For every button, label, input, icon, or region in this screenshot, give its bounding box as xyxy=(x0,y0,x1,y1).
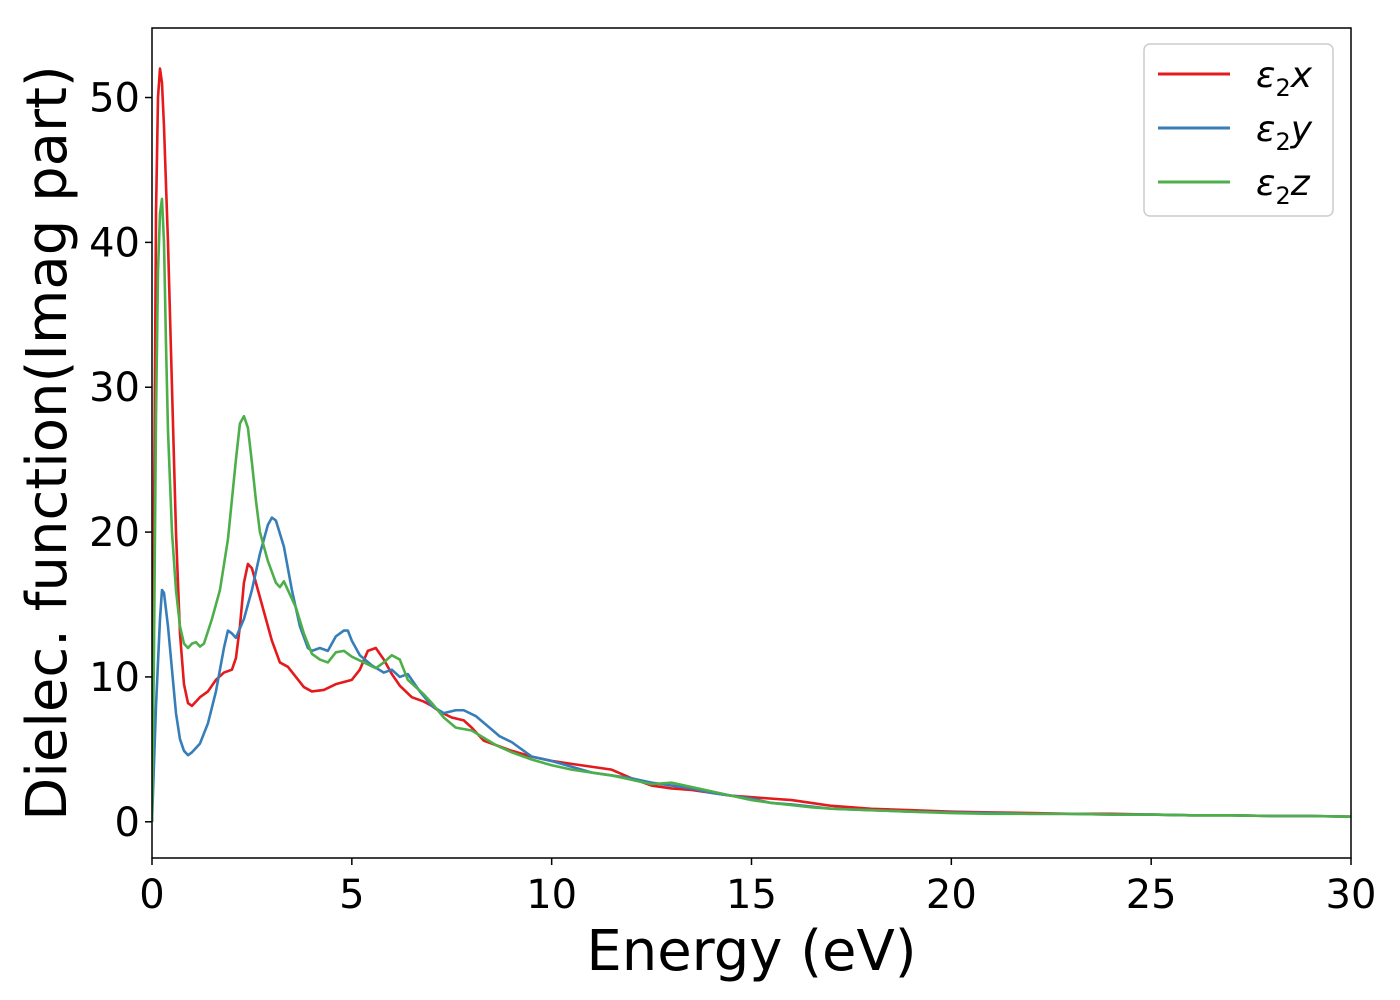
legend-label: ε2z xyxy=(1256,163,1311,210)
y-tick-label: 50 xyxy=(89,76,140,122)
series-line-x xyxy=(152,67,1351,822)
x-axis-title: Energy (eV) xyxy=(586,919,916,984)
series-line-z xyxy=(152,197,1351,822)
y-axis-ticks: 0 10 20 30 40 50 xyxy=(89,76,152,846)
x-tick-label: 30 xyxy=(1326,872,1377,918)
x-tick-label: 15 xyxy=(726,872,777,918)
y-tick-label: 40 xyxy=(89,220,140,266)
y-tick-label: 30 xyxy=(89,365,140,411)
y-tick-label: 20 xyxy=(89,510,140,556)
y-tick-label: 0 xyxy=(115,800,140,846)
x-tick-label: 0 xyxy=(139,872,164,918)
x-tick-label: 25 xyxy=(1126,872,1177,918)
y-tick-label: 10 xyxy=(89,655,140,701)
x-tick-label: 10 xyxy=(526,872,577,918)
series-layer xyxy=(152,67,1351,822)
x-tick-label: 5 xyxy=(339,872,364,918)
series-line-y xyxy=(152,516,1351,822)
legend-box xyxy=(1143,43,1334,217)
legend-label: ε2x xyxy=(1256,55,1313,102)
legend-label: ε2y xyxy=(1256,109,1313,156)
x-axis-ticks: 0 5 10 15 20 25 30 xyxy=(139,858,1376,918)
x-tick-label: 20 xyxy=(926,872,977,918)
y-axis-title: Dielec. function(Imag part) xyxy=(15,65,80,821)
legend: ε2x ε2y ε2z xyxy=(1143,43,1334,217)
